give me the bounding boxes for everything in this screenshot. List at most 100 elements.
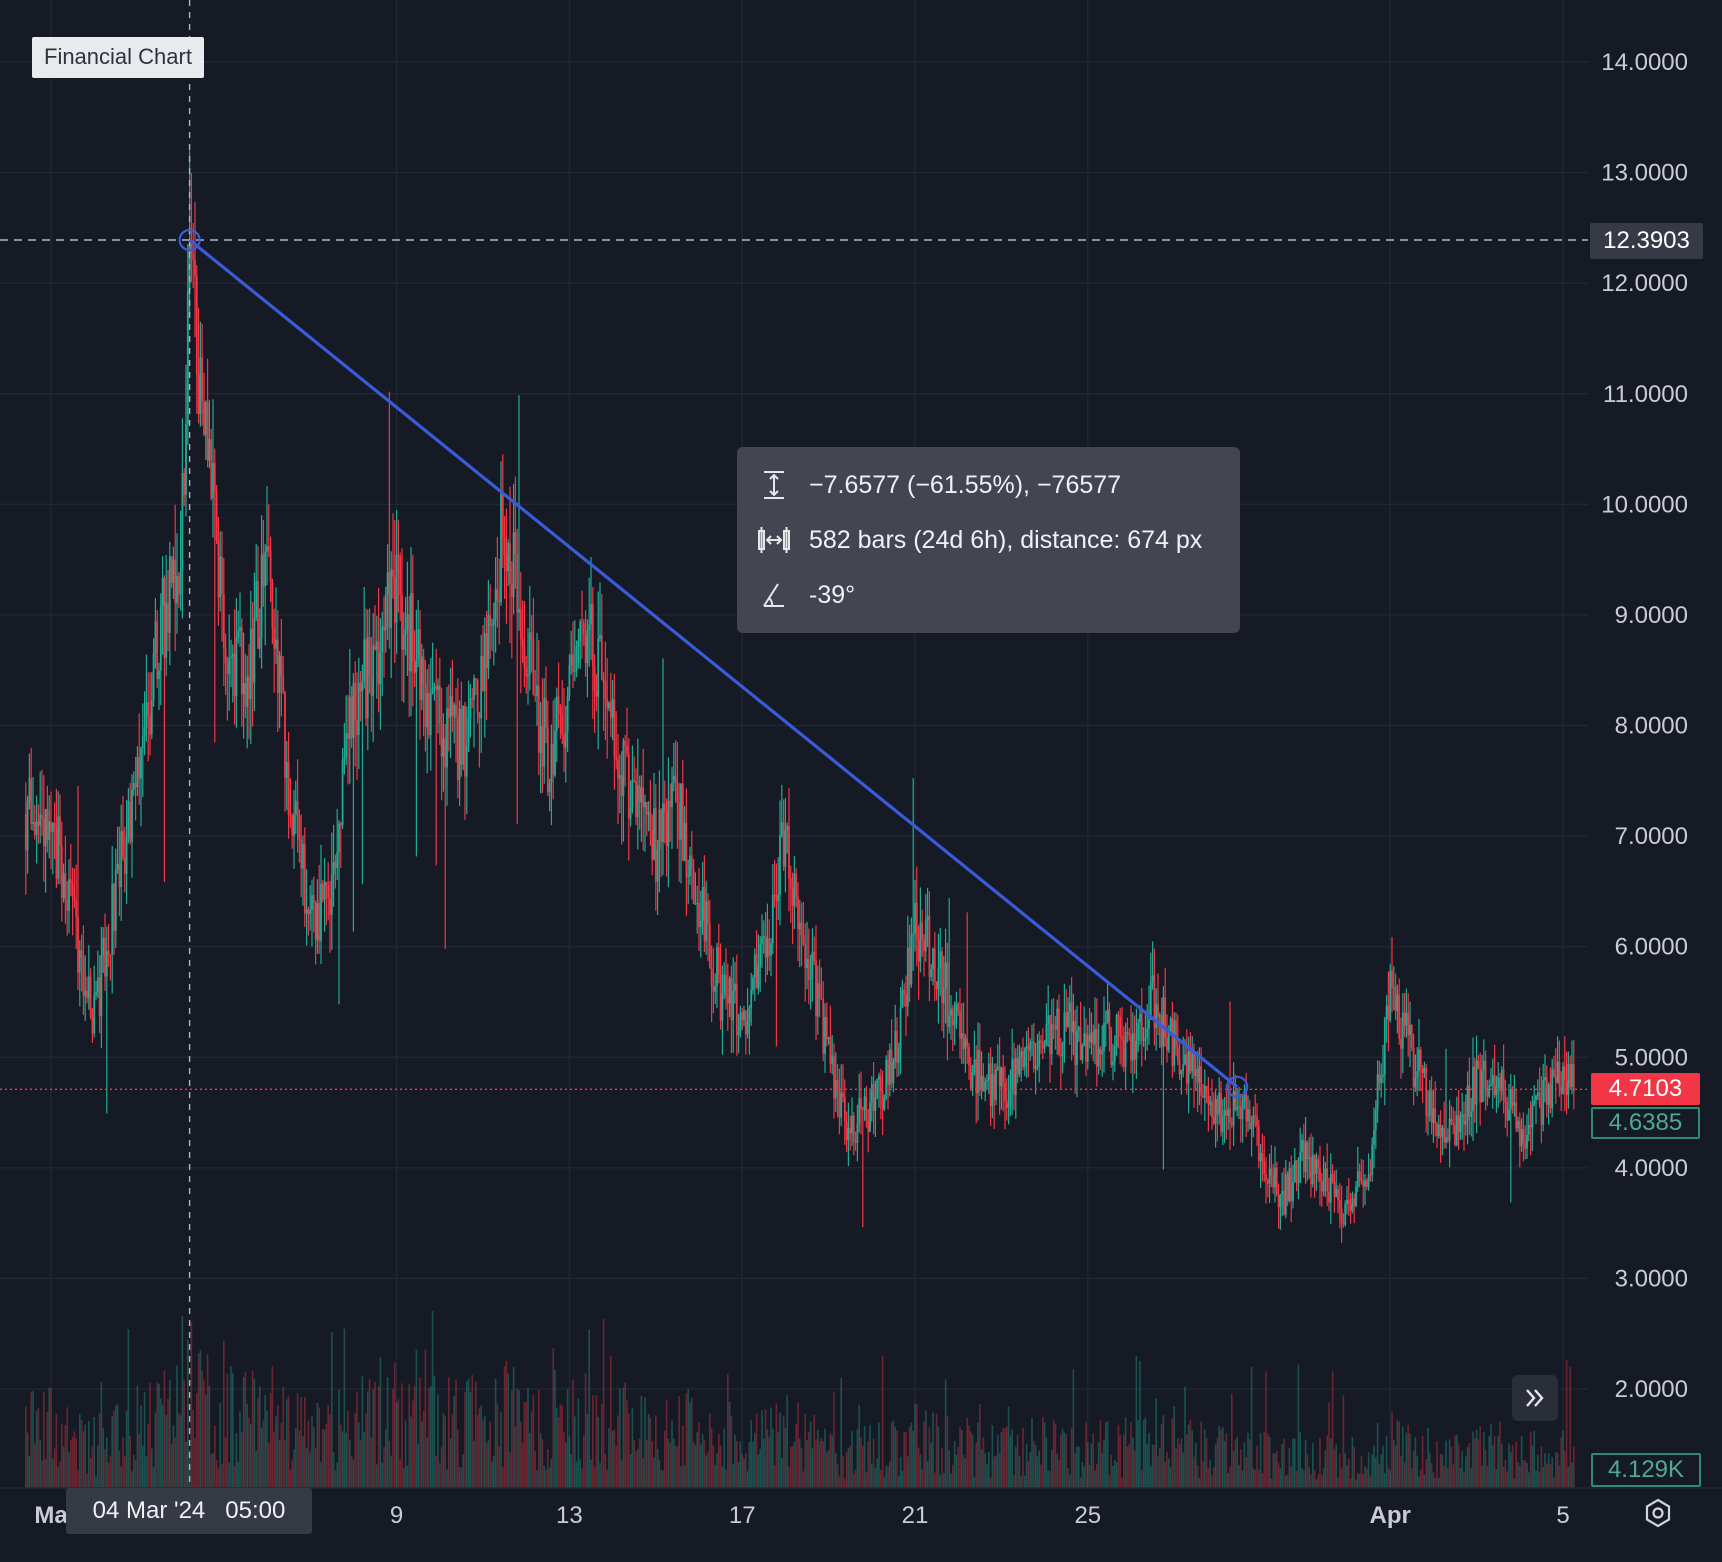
candle-body <box>1254 1115 1257 1117</box>
candle-body <box>1191 1053 1194 1072</box>
candle-body <box>111 884 114 955</box>
candle-body <box>1229 1108 1231 1123</box>
candle-body <box>1072 1021 1075 1033</box>
candle-body <box>723 974 726 994</box>
candle-body <box>140 748 142 779</box>
candle-body <box>1441 1127 1444 1138</box>
candle-body <box>1081 1045 1084 1060</box>
volume-bar <box>322 1428 324 1488</box>
volume-bar <box>307 1420 310 1488</box>
candle-body <box>1047 1015 1050 1024</box>
candle-body <box>680 783 682 840</box>
candle-body <box>399 556 402 596</box>
volume-bar <box>568 1436 571 1488</box>
candle-body <box>404 629 407 635</box>
volume-bar <box>818 1441 821 1488</box>
candle-body <box>791 888 794 906</box>
volume-bar <box>158 1383 160 1488</box>
candle-body <box>122 831 124 858</box>
candle-body <box>960 1033 963 1039</box>
volume-bar <box>925 1410 927 1488</box>
volume-bar <box>907 1456 909 1488</box>
candle-body <box>1295 1160 1298 1183</box>
candle-body <box>1446 1137 1449 1141</box>
candle-body <box>1319 1167 1321 1182</box>
candle-body <box>1565 1080 1568 1096</box>
volume-bar <box>1119 1435 1121 1488</box>
candle-body <box>905 994 907 1007</box>
candle-body <box>244 683 247 707</box>
volume-bar <box>1364 1466 1366 1488</box>
volume-bar <box>593 1467 596 1488</box>
volume-bar <box>1187 1424 1190 1488</box>
volume-bar <box>1234 1440 1237 1488</box>
candle-body <box>582 622 585 635</box>
volume-bar <box>766 1429 769 1488</box>
candle-body <box>219 556 222 598</box>
volume-bar <box>64 1425 67 1488</box>
candle-body <box>1378 1074 1381 1084</box>
candle-body <box>973 1059 976 1073</box>
volume-bar <box>1324 1450 1327 1488</box>
volume-bar <box>1517 1462 1519 1488</box>
candle-body <box>1164 997 1167 1038</box>
candle-body <box>172 559 175 583</box>
volume-bar <box>608 1428 610 1488</box>
candle-body <box>865 1096 868 1121</box>
volume-bar <box>556 1408 558 1488</box>
volume-bar <box>669 1442 671 1488</box>
candle-body <box>870 1084 873 1103</box>
volume-bar <box>230 1366 232 1488</box>
volume-bar <box>1225 1433 1228 1488</box>
candle-body <box>901 989 904 1009</box>
volume-bar <box>325 1423 328 1488</box>
angle-icon <box>757 578 791 612</box>
candle-body <box>321 883 324 900</box>
volume-bar <box>1042 1416 1044 1488</box>
volume-bar <box>1200 1421 1202 1488</box>
chart-settings-button[interactable] <box>1640 1495 1676 1531</box>
volume-bar <box>743 1458 745 1488</box>
candle-body <box>588 624 591 631</box>
candle-body <box>550 743 553 783</box>
volume-bar <box>1193 1456 1195 1488</box>
time-tick-label: 13 <box>556 1502 583 1529</box>
candle-body <box>1032 1041 1035 1069</box>
candle-body <box>1175 1020 1177 1047</box>
volume-bar <box>464 1392 466 1488</box>
candle-body <box>1322 1180 1325 1192</box>
volume-bar <box>707 1451 709 1488</box>
volume-bar <box>777 1432 779 1488</box>
candle-body <box>51 822 54 832</box>
volume-bar <box>615 1445 617 1488</box>
candle-body <box>654 808 657 882</box>
candle-body <box>410 593 412 672</box>
candle-body <box>1371 1144 1374 1176</box>
volume-bar <box>561 1406 563 1488</box>
volume-bar <box>889 1461 891 1488</box>
volume-bar <box>698 1422 700 1488</box>
candle-body <box>267 546 270 551</box>
volume-bar <box>1051 1449 1053 1488</box>
volume-bar <box>242 1376 245 1488</box>
candle-body <box>514 532 517 554</box>
volume-bar <box>259 1386 261 1488</box>
candle-body <box>1128 1033 1131 1036</box>
volume-bar <box>1142 1420 1145 1488</box>
candle-body <box>523 646 526 668</box>
candle-body <box>388 572 391 628</box>
volume-bar <box>1184 1386 1186 1488</box>
price-axis[interactable]: 14.000013.000012.000011.000010.00009.000… <box>1601 49 1688 1403</box>
volume-bar <box>170 1443 173 1488</box>
candle-body <box>955 1003 958 1021</box>
candle-body <box>240 626 243 695</box>
candle-body <box>1020 1051 1023 1058</box>
scroll-to-realtime-button[interactable] <box>1512 1375 1558 1421</box>
volume-bar <box>1279 1468 1282 1488</box>
volume-bar <box>390 1455 392 1488</box>
candle-body <box>1288 1168 1291 1202</box>
volume-bar <box>489 1421 491 1488</box>
candle-body <box>1160 1015 1163 1047</box>
